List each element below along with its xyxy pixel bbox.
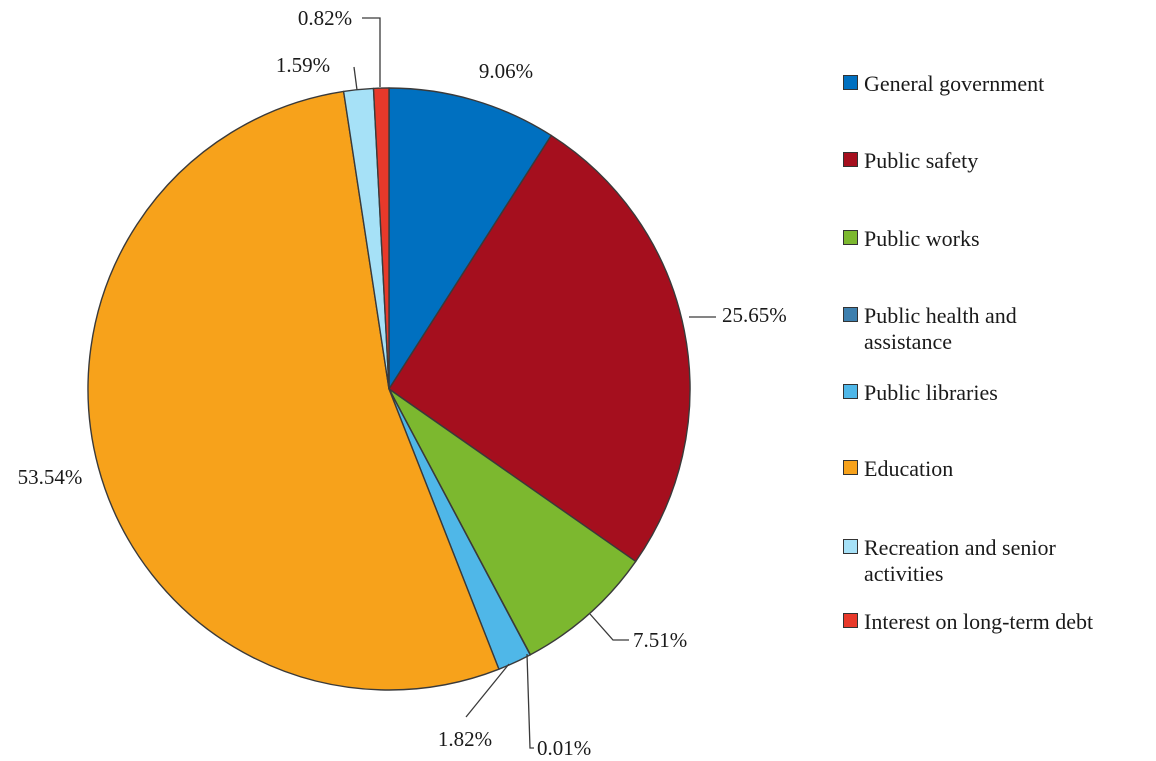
pie-slice-general-government: [388, 87, 552, 390]
data-label-education: 53.54%: [18, 465, 83, 489]
legend-swatch: [843, 613, 858, 628]
legend-swatch: [843, 152, 858, 167]
legend-label: Interest on long-term debt: [864, 609, 1094, 634]
legend-label: General government: [864, 71, 1045, 96]
legend-swatch: [843, 307, 858, 322]
leader-line-public-libraries: [465, 663, 510, 718]
legend-item-public-health-and-assistance: Public health and assistance: [843, 303, 1104, 355]
data-label-recreation-and-senior-activities: 1.59%: [276, 53, 330, 77]
leader-line-public-health-and-assistance: [526, 653, 534, 749]
legend-swatch: [843, 230, 858, 245]
leader-line-recreation-and-senior-activities: [353, 66, 358, 91]
legend-swatch: [843, 75, 858, 90]
pie-slice-public-works: [388, 388, 637, 656]
leader-line-public-works: [589, 613, 629, 641]
legend-item-education: Education: [843, 456, 953, 482]
legend-item-public-works: Public works: [843, 226, 980, 252]
legend-label: Recreation and senior activities: [864, 535, 1056, 586]
legend: General government Public safety Public …: [843, 0, 1153, 761]
pie-slice-education: [87, 90, 500, 691]
leader-line-interest-on-long-term-debt: [362, 17, 381, 87]
legend-swatch: [843, 539, 858, 554]
legend-swatch: [843, 384, 858, 399]
data-label-public-libraries: 1.82%: [438, 727, 492, 751]
legend-label: Public libraries: [864, 380, 998, 405]
legend-item-recreation-and-senior-activities: Recreation and senior activities: [843, 535, 1104, 587]
legend-label: Public safety: [864, 148, 979, 173]
pie-slices: [87, 87, 691, 691]
data-label-general-government: 9.06%: [479, 59, 533, 83]
data-label-public-health-and-assistance: 0.01%: [537, 736, 591, 760]
data-labels: 9.06% 25.65% 7.51% 0.01% 1.82% 53.54% 1.59% 0.8…: [18, 6, 787, 760]
legend-swatch: [843, 460, 858, 475]
legend-item-interest-on-long-term-debt: Interest on long-term debt: [843, 609, 1093, 635]
legend-label: Education: [864, 456, 954, 481]
legend-label: Public health and assistance: [864, 303, 1017, 354]
legend-item-public-libraries: Public libraries: [843, 380, 998, 406]
pie-slice-interest-on-long-term-debt: [372, 87, 390, 390]
leader-lines: [353, 17, 716, 749]
legend-item-general-government: General government: [843, 71, 1044, 97]
pie-slice-public-safety: [388, 134, 691, 563]
data-label-public-safety: 25.65%: [722, 303, 787, 327]
data-label-public-works: 7.51%: [633, 628, 687, 652]
legend-label: Public works: [864, 226, 980, 251]
data-label-interest-on-long-term-debt: 0.82%: [298, 6, 352, 30]
legend-item-public-safety: Public safety: [843, 148, 978, 174]
